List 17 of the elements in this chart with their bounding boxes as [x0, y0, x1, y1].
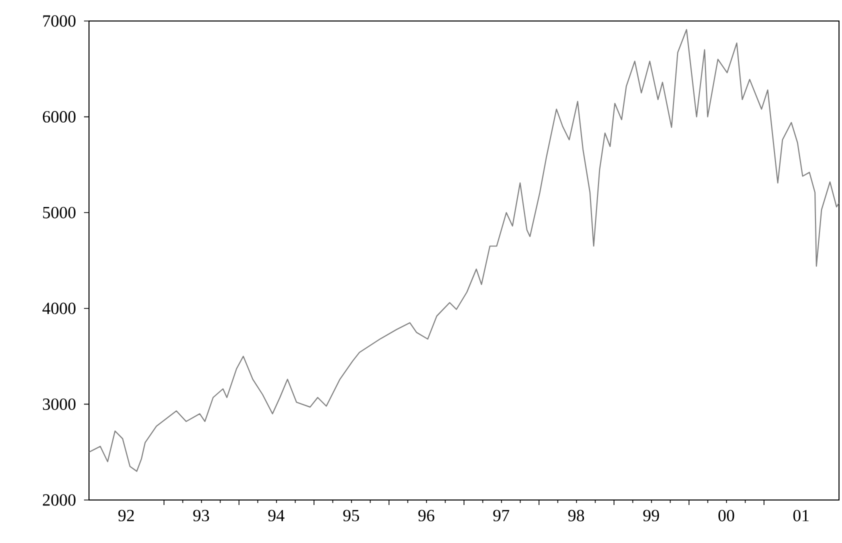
x-tick-label: 00	[718, 510, 734, 522]
x-tick-label: 96	[418, 510, 434, 522]
x-tick-label: 92	[118, 510, 134, 522]
y-tick-label: 6000	[42, 111, 76, 123]
y-tick-label: 4000	[42, 302, 76, 314]
y-tick-label: 2000	[42, 494, 76, 506]
x-tick-label: 01	[793, 510, 809, 522]
y-tick-label: 5000	[43, 206, 76, 218]
y-tick-label: 3000	[42, 398, 76, 410]
x-tick-label: 99	[643, 510, 660, 522]
x-tick-label: 95	[343, 510, 360, 522]
y-tick-label: 7000	[43, 15, 76, 27]
x-tick-label: 98	[568, 510, 584, 522]
line-series	[89, 29, 840, 472]
x-tick-label: 94	[268, 510, 284, 522]
x-tick-label: 93	[193, 510, 210, 522]
x-tick-label: 97	[493, 510, 510, 522]
